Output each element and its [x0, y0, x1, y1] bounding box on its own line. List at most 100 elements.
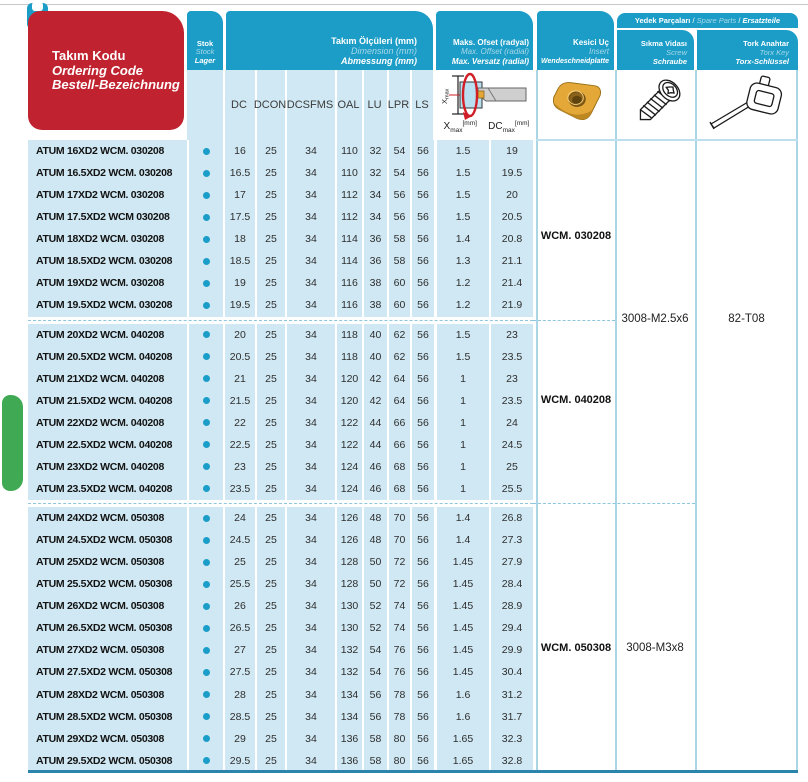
value-cell: 124 — [335, 477, 362, 500]
value-cell: 34 — [285, 184, 335, 207]
value-cell: 44 — [362, 411, 387, 434]
value-cell: 68 — [387, 455, 410, 478]
stock-cell — [187, 206, 223, 229]
table-row: ATUM 28XD2 WCM. 050308 28 25 34 134 56 78 56 1.6… — [28, 683, 533, 706]
top-rule — [0, 4, 808, 5]
torx-en: Torx Key — [759, 48, 789, 57]
value-cell: 25 — [255, 749, 285, 772]
value-cell: 25 — [255, 705, 285, 728]
value-cell: 1.65 — [434, 727, 489, 750]
value-cell: 1 — [434, 433, 489, 456]
table-row: ATUM 16XD2 WCM. 030208 16 25 34 110 32 54 56 1.5… — [28, 140, 533, 163]
value-cell: 44 — [362, 433, 387, 456]
value-cell: 27 — [223, 639, 255, 662]
torx-key-header: Tork Anahtar Torx Key Torx-Schlüssel — [697, 30, 798, 70]
header-body-border — [536, 139, 798, 141]
value-cell: 34 — [285, 683, 335, 706]
insert-de: Wendeschneidplatte — [541, 57, 609, 65]
stock-dot — [202, 375, 210, 383]
value-cell: 114 — [335, 228, 362, 251]
value-cell: 22.5 — [223, 433, 255, 456]
value-cell: 56 — [410, 661, 434, 684]
value-cell: 1.5 — [434, 162, 489, 185]
value-cell: 29.9 — [489, 639, 533, 662]
value-cell: 25 — [255, 184, 285, 207]
value-cell: 64 — [387, 367, 410, 390]
stock-cell — [187, 455, 223, 478]
value-cell: 34 — [285, 367, 335, 390]
value-cell: 1 — [434, 455, 489, 478]
stock-cell — [187, 184, 223, 207]
ordering-code-cell: ATUM 25XD2 WCM. 050308 — [36, 556, 164, 569]
table-row: ATUM 16.5XD2 WCM. 030208 16.5 25 34 110 32 54 5… — [28, 162, 533, 185]
value-cell: 136 — [335, 749, 362, 772]
value-cell: 56 — [410, 573, 434, 596]
value-cell: 27.9 — [489, 551, 533, 574]
group-separator-extension — [533, 503, 695, 504]
value-cell: 1.3 — [434, 250, 489, 273]
value-cell: 19.5 — [223, 294, 255, 317]
value-cell: 1.4 — [434, 507, 489, 530]
value-cell: 56 — [410, 345, 434, 368]
col-header-dcsfms: DCSFMS — [286, 99, 334, 111]
stock-cell — [187, 272, 223, 295]
stock-dot — [202, 169, 210, 177]
value-cell: 19 — [223, 272, 255, 295]
value-cell: 64 — [387, 389, 410, 412]
value-cell: 38 — [362, 272, 387, 295]
stock-cell — [187, 389, 223, 412]
value-cell: 56 — [362, 705, 387, 728]
group-separator — [28, 316, 533, 324]
value-cell: 26.8 — [489, 507, 533, 530]
ordering-code-cell: ATUM 22XD2 WCM. 040208 — [36, 416, 164, 429]
value-cell: 56 — [410, 184, 434, 207]
ordering-code-cell: ATUM 26XD2 WCM. 050308 — [36, 600, 164, 613]
stock-dot — [202, 191, 210, 199]
value-cell: 25 — [255, 272, 285, 295]
value-cell: 40 — [362, 345, 387, 368]
value-cell: 70 — [387, 507, 410, 530]
value-cell: 19.5 — [489, 162, 533, 185]
value-cell: 34 — [285, 294, 335, 317]
value-cell: 80 — [387, 727, 410, 750]
value-cell: 25 — [255, 323, 285, 346]
stock-cell — [187, 639, 223, 662]
value-cell: 58 — [362, 727, 387, 750]
value-cell: 1.4 — [434, 228, 489, 251]
ordering-code-cell: ATUM 23.5XD2 WCM. 040208 — [36, 482, 173, 495]
value-cell: 1.45 — [434, 595, 489, 618]
insert-en: Insert — [588, 47, 609, 56]
ordering-code-cell: ATUM 19.5XD2 WCM. 030208 — [36, 299, 173, 312]
stock-cell — [187, 162, 223, 185]
dimensions-header: Takım Ölçüleri (mm) Dimension (mm) Abmes… — [226, 11, 433, 70]
value-cell: 56 — [410, 272, 434, 295]
value-cell: 34 — [285, 389, 335, 412]
table-rows: ATUM 16XD2 WCM. 030208 16 25 34 110 32 54 56 1.5… — [28, 140, 533, 772]
value-cell: 70 — [387, 529, 410, 552]
value-cell: 76 — [387, 639, 410, 662]
stock-cell — [187, 529, 223, 552]
value-cell: 25 — [255, 477, 285, 500]
value-cell: 28.5 — [223, 705, 255, 728]
stock-cell — [187, 294, 223, 317]
value-cell: 21.4 — [489, 272, 533, 295]
stock-dot — [202, 514, 210, 522]
value-cell: 56 — [410, 206, 434, 229]
stock-cell — [187, 617, 223, 640]
stock-dot — [202, 353, 210, 361]
stock-dot — [202, 441, 210, 449]
ordering-code-cell: ATUM 27XD2 WCM. 050308 — [36, 644, 164, 657]
value-cell: 20.5 — [223, 345, 255, 368]
value-cell: 56 — [410, 162, 434, 185]
value-cell: 52 — [362, 617, 387, 640]
column-divider — [255, 70, 257, 140]
value-cell: 24 — [489, 411, 533, 434]
value-cell: 25 — [255, 617, 285, 640]
group-separator — [28, 500, 533, 507]
value-cell: 18.5 — [223, 250, 255, 273]
value-cell: 1.4 — [434, 529, 489, 552]
value-cell: 34 — [285, 595, 335, 618]
stock-tr: Stok — [196, 38, 214, 48]
bookmark-notch — [32, 2, 43, 11]
value-cell: 56 — [410, 477, 434, 500]
